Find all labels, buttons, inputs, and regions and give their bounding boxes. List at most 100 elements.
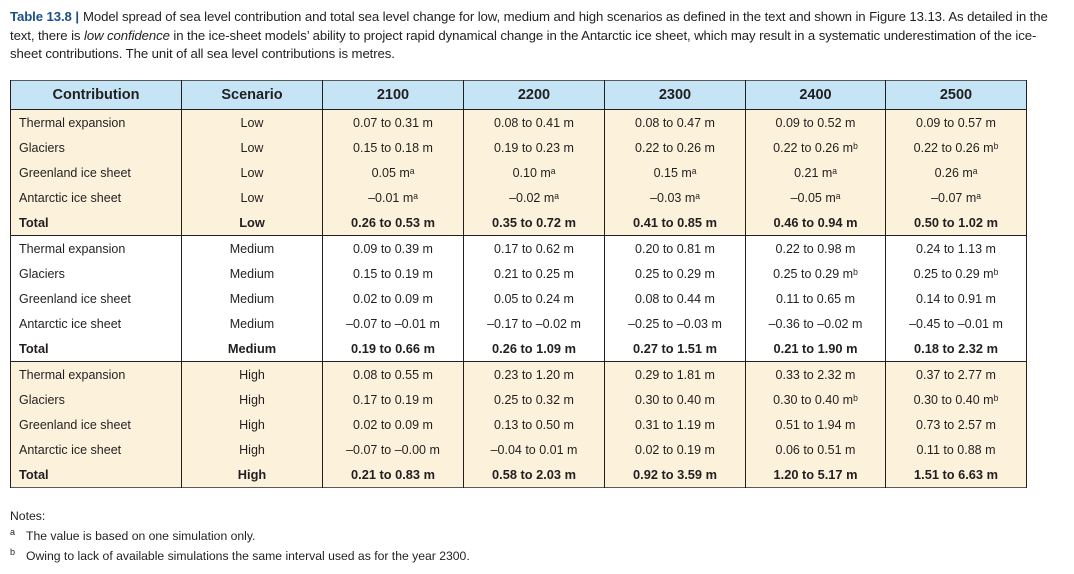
table-row: Greenland ice sheet Low 0.05 mᵃ 0.10 mᵃ 0.15… <box>10 160 1027 185</box>
value-cell: 0.51 to 1.94 m <box>745 412 886 437</box>
value-cell: –0.05 mᵃ <box>745 185 886 210</box>
contribution-cell: Glaciers <box>10 387 182 412</box>
scenario-cell: High <box>181 387 323 412</box>
caption-emphasis: low confidence <box>84 27 170 43</box>
value-cell: 0.21 to 0.25 m <box>463 261 605 286</box>
table-caption: Table 13.8 | Model spread of sea level co… <box>10 8 1060 64</box>
note-text: Owing to lack of available simulations t… <box>26 549 470 563</box>
value-cell: –0.17 to –0.02 m <box>463 311 605 336</box>
sea-level-table: Contribution Scenario 2100 2200 2300 240… <box>10 80 1027 488</box>
scenario-cell: Medium <box>181 311 323 336</box>
table-row: Antarctic ice sheet Low –0.01 mᵃ –0.02 mᵃ –0… <box>10 185 1027 210</box>
table-row: Thermal expansion Medium 0.09 to 0.39 m 0.1… <box>10 235 1027 261</box>
value-cell: 0.25 to 0.29 mᵇ <box>745 261 886 286</box>
value-cell: 1.51 to 6.63 m <box>885 462 1027 488</box>
note-item: a The value is based on one simulation on… <box>10 526 256 543</box>
scenario-cell: Low <box>181 210 323 236</box>
value-cell: 0.26 to 1.09 m <box>463 336 605 362</box>
value-cell: 0.15 to 0.19 m <box>322 261 464 286</box>
contribution-cell: Antarctic ice sheet <box>10 437 182 462</box>
scenario-cell: Low <box>181 185 323 210</box>
contribution-cell: Glaciers <box>10 135 182 160</box>
value-cell: 0.92 to 3.59 m <box>604 462 746 488</box>
value-cell: 0.29 to 1.81 m <box>604 361 746 387</box>
value-cell: 0.18 to 2.32 m <box>885 336 1027 362</box>
table-label: Table 13.8 <box>10 9 72 24</box>
header-cell: Scenario <box>181 80 323 110</box>
value-cell: 0.21 mᵃ <box>745 160 886 185</box>
contribution-cell: Total <box>10 210 182 236</box>
value-cell: 0.10 mᵃ <box>463 160 605 185</box>
value-cell: 0.08 to 0.44 m <box>604 286 746 311</box>
caption-text-after: in the ice-sheet models’ ability to proj… <box>10 27 1037 62</box>
value-cell: –0.07 to –0.01 m <box>322 311 464 336</box>
note-text: The value is based on one simulation onl… <box>26 529 256 543</box>
scenario-cell: High <box>181 361 323 387</box>
value-cell: 0.58 to 2.03 m <box>463 462 605 488</box>
header-cell: 2400 <box>745 80 886 110</box>
table-row: Total Low 0.26 to 0.53 m 0.35 to 0.72 m 0.41… <box>10 210 1027 236</box>
value-cell: –0.01 mᵃ <box>322 185 464 210</box>
value-cell: 0.09 to 0.52 m <box>745 109 886 135</box>
value-cell: 0.11 to 0.88 m <box>885 437 1027 462</box>
value-cell: –0.45 to –0.01 m <box>885 311 1027 336</box>
value-cell: 0.14 to 0.91 m <box>885 286 1027 311</box>
value-cell: 0.30 to 0.40 mᵇ <box>885 387 1027 412</box>
contribution-cell: Greenland ice sheet <box>10 286 182 311</box>
value-cell: 0.41 to 0.85 m <box>604 210 746 236</box>
caption-separator: | <box>75 9 79 24</box>
scenario-cell: Medium <box>181 336 323 362</box>
value-cell: 0.23 to 1.20 m <box>463 361 605 387</box>
scenario-cell: Medium <box>181 235 323 261</box>
value-cell: 0.15 to 0.18 m <box>322 135 464 160</box>
value-cell: 0.26 mᵃ <box>885 160 1027 185</box>
contribution-cell: Thermal expansion <box>10 235 182 261</box>
value-cell: 0.19 to 0.23 m <box>463 135 605 160</box>
value-cell: 0.08 to 0.55 m <box>322 361 464 387</box>
scenario-cell: Low <box>181 160 323 185</box>
value-cell: –0.25 to –0.03 m <box>604 311 746 336</box>
value-cell: 0.02 to 0.19 m <box>604 437 746 462</box>
value-cell: 0.46 to 0.94 m <box>745 210 886 236</box>
value-cell: 0.09 to 0.57 m <box>885 109 1027 135</box>
note-item: b Owing to lack of available simulations … <box>10 546 470 563</box>
value-cell: 0.08 to 0.41 m <box>463 109 605 135</box>
value-cell: 0.25 to 0.29 mᵇ <box>885 261 1027 286</box>
value-cell: 0.06 to 0.51 m <box>745 437 886 462</box>
header-cell: 2500 <box>885 80 1027 110</box>
value-cell: –0.07 to –0.00 m <box>322 437 464 462</box>
value-cell: 0.15 mᵃ <box>604 160 746 185</box>
caption-text-before: Model spread of sea level contribution a… <box>10 9 1048 43</box>
table-row: Greenland ice sheet High 0.02 to 0.09 m 0.1… <box>10 412 1027 437</box>
scenario-cell: Low <box>181 109 323 135</box>
value-cell: –0.07 mᵃ <box>885 185 1027 210</box>
value-cell: 0.09 to 0.39 m <box>322 235 464 261</box>
scenario-cell: High <box>181 412 323 437</box>
value-cell: 0.26 to 0.53 m <box>322 210 464 236</box>
value-cell: 0.07 to 0.31 m <box>322 109 464 135</box>
header-cell: 2100 <box>322 80 464 110</box>
value-cell: 0.24 to 1.13 m <box>885 235 1027 261</box>
value-cell: 0.20 to 0.81 m <box>604 235 746 261</box>
value-cell: 0.35 to 0.72 m <box>463 210 605 236</box>
value-cell: 0.25 to 0.29 m <box>604 261 746 286</box>
table-row: Antarctic ice sheet High –0.07 to –0.00 m –… <box>10 437 1027 462</box>
value-cell: –0.03 mᵃ <box>604 185 746 210</box>
contribution-cell: Thermal expansion <box>10 361 182 387</box>
scenario-cell: Medium <box>181 286 323 311</box>
value-cell: 0.22 to 0.26 mᵇ <box>885 135 1027 160</box>
header-cell: Contribution <box>10 80 182 110</box>
value-cell: 0.05 mᵃ <box>322 160 464 185</box>
value-cell: 0.50 to 1.02 m <box>885 210 1027 236</box>
contribution-cell: Antarctic ice sheet <box>10 311 182 336</box>
value-cell: 0.37 to 2.77 m <box>885 361 1027 387</box>
value-cell: –0.04 to 0.01 m <box>463 437 605 462</box>
table-row: Antarctic ice sheet Medium –0.07 to –0.01 … <box>10 311 1027 336</box>
contribution-cell: Greenland ice sheet <box>10 412 182 437</box>
notes-title: Notes: <box>10 509 46 523</box>
table-notes: Notes: a The value is based on one simula… <box>10 506 470 566</box>
value-cell: 0.30 to 0.40 m <box>604 387 746 412</box>
value-cell: 0.22 to 0.26 m <box>604 135 746 160</box>
